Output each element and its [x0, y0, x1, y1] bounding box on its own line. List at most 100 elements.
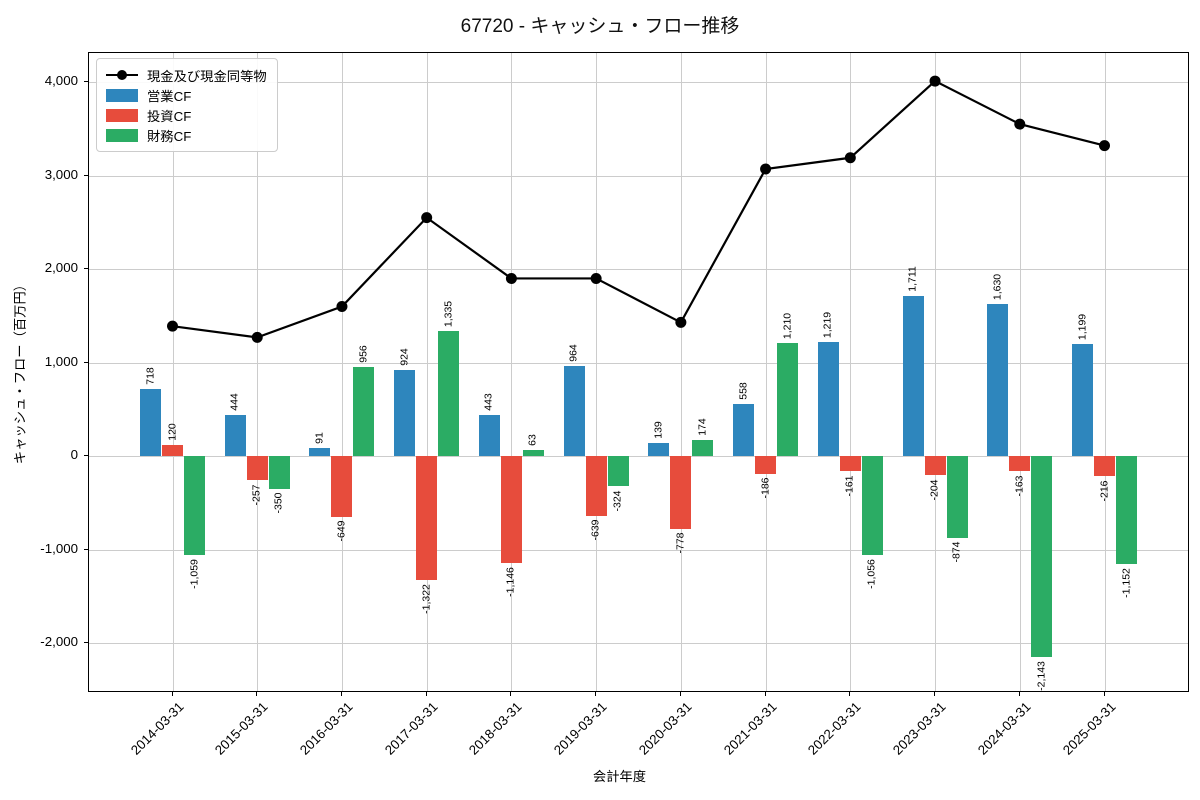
x-tick-label: 2024-03-31: [974, 699, 1034, 758]
bar-投資CF: [331, 456, 353, 517]
bar-財務CF: [184, 456, 205, 556]
legend-line-marker-icon: [106, 65, 138, 85]
h-gridline: [89, 82, 1188, 83]
bar-投資CF: [500, 456, 522, 564]
v-gridline: [1019, 53, 1021, 691]
legend-color-swatch: [106, 128, 138, 142]
cash-line-point: [1099, 140, 1110, 152]
bar-営業CF: [733, 403, 755, 457]
x-tick-mark: [1018, 692, 1020, 696]
x-tick-label: 2020-03-31: [635, 699, 695, 758]
cash-line-point: [760, 163, 772, 175]
bar-営業CF: [394, 369, 416, 457]
x-tick-label: 2019-03-31: [551, 699, 610, 758]
legend-item: 現金及び現金同等物: [106, 65, 267, 85]
bar-財務CF: [1116, 456, 1137, 564]
x-tick-label: 2017-03-31: [381, 699, 441, 758]
h-gridline: [89, 269, 1188, 271]
x-tick-mark: [934, 692, 936, 696]
x-tick-label: 2018-03-31: [466, 699, 526, 758]
y-tick-mark: [84, 81, 88, 82]
bar-財務CF: [861, 456, 883, 555]
cash-line: [172, 79, 1105, 339]
y-tick-label: -2,000: [40, 634, 78, 650]
cash-line-point: [590, 272, 602, 284]
legend-label: 投資CF: [147, 108, 192, 124]
bar-投資CF: [246, 456, 268, 481]
x-tick-mark: [171, 692, 173, 696]
x-tick-mark: [425, 692, 427, 696]
bar-営業CF: [563, 366, 585, 457]
x-tick-mark: [340, 692, 342, 696]
x-tick-mark: [764, 692, 766, 696]
h-gridline: [89, 643, 1188, 645]
bar-財務CF: [438, 331, 460, 457]
y-axis-title: キャッシュ・フロー（百万円）: [12, 277, 28, 465]
cash-line-point: [1014, 118, 1026, 130]
bar-投資CF: [162, 444, 183, 457]
x-tick-label: 2015-03-31: [212, 699, 271, 758]
legend-label: 営業CF: [147, 88, 192, 104]
h-gridline: [89, 362, 1188, 364]
bar-財務CF: [946, 456, 968, 538]
y-tick-mark: [84, 361, 88, 363]
x-tick-label: 2014-03-31: [127, 699, 187, 758]
v-gridline: [765, 53, 767, 691]
v-gridline: [511, 53, 513, 691]
v-gridline: [341, 53, 343, 691]
bar-投資CF: [924, 456, 946, 476]
y-tick-label: 3,000: [44, 166, 78, 182]
legend-item: 営業CF: [106, 85, 267, 105]
v-gridline: [596, 53, 598, 691]
cash-line-point: [421, 212, 433, 224]
y-tick-label: 4,000: [44, 73, 78, 88]
v-gridline: [680, 53, 682, 691]
bar-営業CF: [817, 342, 839, 457]
bar-営業CF: [987, 303, 1009, 457]
bar-営業CF: [478, 414, 500, 457]
h-gridline: [89, 456, 1188, 458]
v-gridline: [426, 53, 428, 691]
v-gridline: [172, 53, 174, 691]
bar-投資CF: [1094, 456, 1115, 477]
legend-label: 現金及び現金同等物: [147, 68, 267, 84]
bar-営業CF: [902, 296, 924, 457]
cash-line-point: [505, 272, 517, 284]
bar-営業CF: [140, 389, 161, 457]
bar-投資CF: [670, 456, 692, 529]
plot-area: 718 444 91 924 443 964 139 558 1,219 1,711 1,630 1,…: [88, 52, 1189, 692]
x-tick-mark: [595, 692, 597, 696]
y-tick-mark: [84, 548, 88, 550]
legend-item: 財務CF: [106, 125, 267, 145]
chart-title: 67720 - キャッシュ・フロー推移: [460, 16, 740, 37]
bar-投資CF: [585, 456, 607, 516]
x-tick-mark: [849, 692, 851, 696]
x-tick-label: 2021-03-31: [720, 699, 780, 758]
bar-投資CF: [755, 456, 777, 474]
bar-財務CF: [522, 450, 544, 457]
cash-line-point: [929, 75, 941, 87]
x-tick-label: 2025-03-31: [1059, 699, 1119, 758]
y-tick-mark: [84, 174, 88, 176]
bar-財務CF: [353, 366, 375, 457]
v-gridline: [935, 53, 937, 691]
bar-財務CF: [268, 456, 290, 489]
legend-color-swatch: [106, 88, 138, 102]
x-tick-label: 2022-03-31: [805, 699, 864, 758]
cash-line-layer: [167, 75, 1110, 343]
y-tick-label: 0: [70, 447, 78, 463]
h-gridline: [89, 175, 1188, 177]
cash-line-point: [336, 301, 348, 313]
x-tick-mark: [256, 692, 258, 696]
legend-color-swatch: [106, 108, 138, 122]
bar-投資CF: [416, 456, 438, 580]
y-tick-label: 1,000: [44, 353, 78, 369]
x-tick-mark: [510, 692, 512, 696]
legend-item: 投資CF: [106, 105, 267, 125]
legend-line-dot-icon: [117, 70, 127, 80]
bar-営業CF: [224, 414, 246, 457]
bar-営業CF: [309, 447, 331, 457]
cash-line-point: [251, 331, 263, 343]
y-tick-mark: [84, 455, 88, 457]
x-tick-label: 2016-03-31: [296, 699, 356, 758]
